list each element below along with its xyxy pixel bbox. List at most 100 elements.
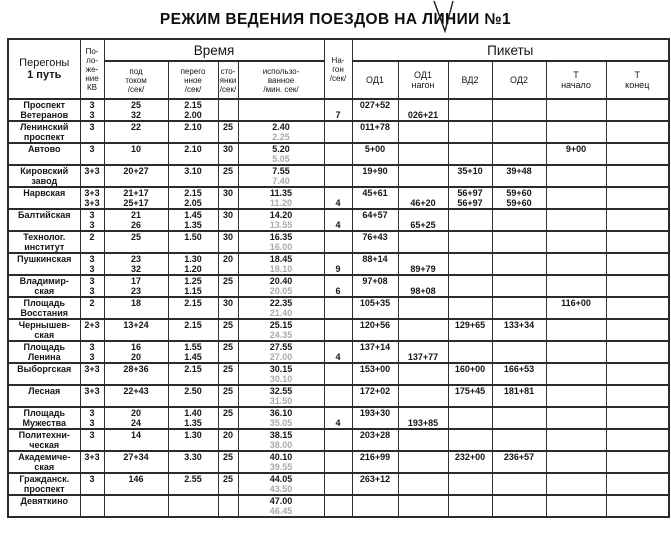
cell-peregon: 2.15 2.00	[167, 98, 219, 122]
cell-vd2: 129+65	[447, 318, 493, 342]
cell-stop: 20	[217, 252, 239, 276]
cell-od2	[491, 230, 547, 254]
cell-current: 13+24	[103, 318, 169, 342]
cell-od1: 88+14	[351, 252, 399, 276]
cell-od1: 76+43	[351, 230, 399, 254]
cell-od1: 216+99	[351, 450, 399, 474]
cell-od1: 153+00	[351, 362, 399, 386]
cell-peregon: 3.30	[167, 450, 219, 474]
cell-used: 38.15 38.00	[237, 428, 325, 452]
cell-od1: 263+12	[351, 472, 399, 496]
cell-t_end	[605, 186, 670, 210]
cell-station: Владимир-ская	[7, 274, 81, 298]
cell-t_start	[545, 494, 607, 518]
cell-t_start	[545, 274, 607, 298]
cell-nagon	[323, 120, 353, 144]
cell-t_start	[545, 384, 607, 408]
cell-nagon	[323, 142, 353, 166]
cell-current: 22	[103, 120, 169, 144]
cell-stop: 30	[217, 208, 239, 232]
cell-od2: 166+53	[491, 362, 547, 386]
cell-t_end	[605, 450, 670, 474]
cell-used: 22.35 21.40	[237, 296, 325, 320]
cell-vd2: 175+45	[447, 384, 493, 408]
cell-od1: 027+52	[351, 98, 399, 122]
cell-station: Площадь Восстания	[7, 296, 81, 320]
cell-used: 36.10 35.05	[237, 406, 325, 430]
cell-od1n	[397, 296, 449, 320]
cell-nagon: 7	[323, 98, 353, 122]
cell-used: 32.55 31.50	[237, 384, 325, 408]
cell-od2: 236+57	[491, 450, 547, 474]
header-stop: сто- янки /сек/	[217, 60, 239, 100]
cell-used: 18.45 18.10	[237, 252, 325, 276]
cell-nagon: 4	[323, 406, 353, 430]
table-row: Нарвская 3+3 3+3 21+17 25+17 2.15 2.05 30 11.3…	[7, 186, 670, 210]
cell-used: 30.15 30.10	[237, 362, 325, 386]
cell-vd2: 35+10	[447, 164, 493, 188]
cell-kv: 3+3	[79, 384, 105, 408]
cell-stop: 25	[217, 164, 239, 188]
cell-current: 16 20	[103, 340, 169, 364]
cell-stop: 20	[217, 428, 239, 452]
table-row: Площадь Мужества 3 3 20 24 1.40 1.35 25 36.10 35.…	[7, 406, 670, 430]
cell-nagon: 9	[323, 252, 353, 276]
cell-stop	[217, 98, 239, 122]
cell-kv: 2+3	[79, 318, 105, 342]
cell-peregon: 2.15	[167, 362, 219, 386]
cell-t_end	[605, 120, 670, 144]
table-row: Девяткино 47.00 46.45	[7, 494, 670, 518]
cell-od2	[491, 274, 547, 298]
cell-od1n	[397, 164, 449, 188]
cell-t_end	[605, 384, 670, 408]
header-od1: ОД1	[351, 60, 399, 100]
table-row: Лесная 3+3 22+43 2.50 25 32.55 31.50 172+…	[7, 384, 670, 408]
cell-t_start	[545, 164, 607, 188]
cell-od1n: 65+25	[397, 208, 449, 232]
cell-nagon	[323, 318, 353, 342]
cell-stop: 25	[217, 362, 239, 386]
cell-od1: 120+56	[351, 318, 399, 342]
header-t-end: Т конец	[605, 60, 670, 100]
cell-nagon: 4	[323, 340, 353, 364]
cell-od2: 181+81	[491, 384, 547, 408]
cell-od2	[491, 406, 547, 430]
cell-station: Политехни-ческая	[7, 428, 81, 452]
cell-vd2: 232+00	[447, 450, 493, 474]
cell-vd2	[447, 472, 493, 496]
cell-peregon: 1.30 1.20	[167, 252, 219, 276]
cell-od1n	[397, 142, 449, 166]
cell-t_end	[605, 340, 670, 364]
table-row: Кировский завод 3+3 20+27 3.10 25 7.55 7.40…	[7, 164, 670, 188]
cell-current: 18	[103, 296, 169, 320]
header-od1-nagon: ОД1 нагон	[397, 60, 449, 100]
cell-station: Выборгская	[7, 362, 81, 386]
cell-t_start: 9+00	[545, 142, 607, 166]
cell-od2	[491, 98, 547, 122]
cell-od1n: 137+77	[397, 340, 449, 364]
cell-peregon: 2.10	[167, 120, 219, 144]
cell-current: 22+43	[103, 384, 169, 408]
cell-station: Пушкинская	[7, 252, 81, 276]
cell-station: Девяткино	[7, 494, 81, 518]
table-row: Площадь Восстания 2 18 2.15 30 22.35 21.40 …	[7, 296, 670, 320]
header-station: Перегоны 1 путь	[7, 38, 81, 100]
header-vd2: ВД2	[447, 60, 493, 100]
cell-used: 11.35 11.20	[237, 186, 325, 210]
cell-t_start	[545, 208, 607, 232]
cell-station: Площадь Ленина	[7, 340, 81, 364]
cell-od2	[491, 120, 547, 144]
cell-vd2	[447, 208, 493, 232]
cell-kv: 3+3 3+3	[79, 186, 105, 210]
cell-od1: 105+35	[351, 296, 399, 320]
cell-vd2	[447, 98, 493, 122]
cell-t_start	[545, 120, 607, 144]
cell-stop	[217, 494, 239, 518]
cell-used: 27.55 27.00	[237, 340, 325, 364]
cell-current: 25	[103, 230, 169, 254]
cell-used: 2.40 2.25	[237, 120, 325, 144]
